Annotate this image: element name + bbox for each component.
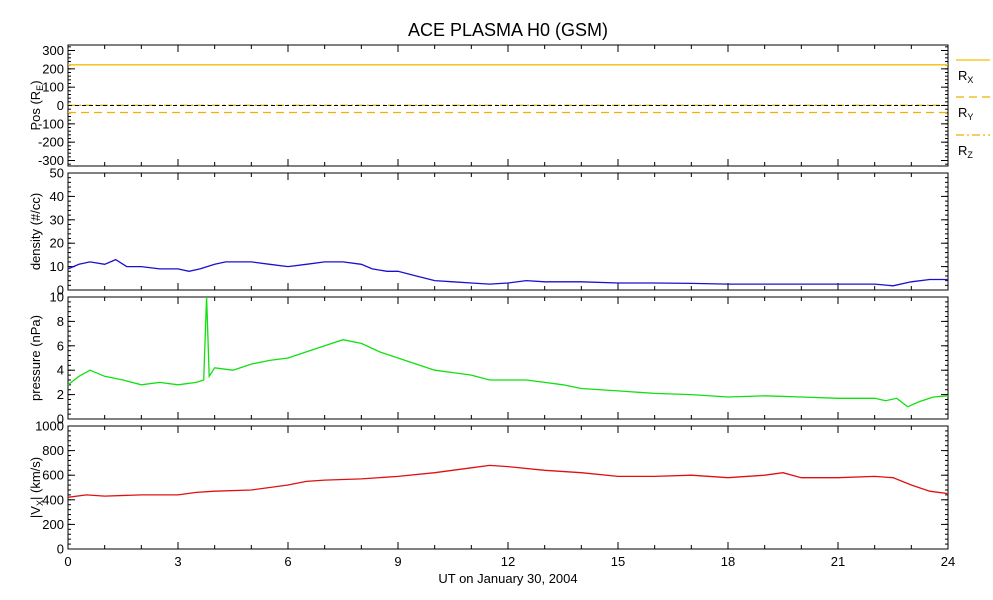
x-tick-label: 18 xyxy=(721,554,735,569)
panel-velocity: 0 200 400 600 800 1000 |VX| (km/s) 0 3 6 9 12 15 18 21… xyxy=(28,419,955,570)
legend-label: RZ xyxy=(958,143,973,160)
legend-label: RY xyxy=(958,105,973,122)
y-axis-label-density: density (#/cc) xyxy=(28,193,43,270)
y-tick-label: 0 xyxy=(57,98,64,113)
y-tick-label: 30 xyxy=(50,212,64,227)
x-axis-title: UT on January 30, 2004 xyxy=(438,571,577,586)
panel-density: 0 10 20 30 40 50 density (#/cc) xyxy=(28,166,949,298)
panel-position: 300 200 100 0 -100 -200 -300 Pos (RE) xyxy=(28,43,949,168)
position-legend: RX RY RZ xyxy=(956,59,990,160)
y-tick-label: 8 xyxy=(57,314,64,329)
chart-title: ACE PLASMA H0 (GSM) xyxy=(408,20,608,40)
legend-label: RX xyxy=(958,68,973,85)
y-tick-label: 40 xyxy=(50,189,64,204)
y-tick-label: 2 xyxy=(57,387,64,402)
y-tick-label: 1000 xyxy=(35,419,64,434)
y-tick-label: 10 xyxy=(50,259,64,274)
series-line-velocity xyxy=(67,464,949,498)
y-tick-label: 6 xyxy=(57,338,64,353)
y-tick-label: 50 xyxy=(50,166,64,181)
legend-item-y: RY xyxy=(956,96,990,122)
series-line-pressure xyxy=(67,296,949,408)
y-tick-label: -300 xyxy=(38,153,64,168)
y-tick-label: 200 xyxy=(42,517,64,532)
x-tick-label: 6 xyxy=(284,554,291,569)
x-tick-label: 15 xyxy=(611,554,625,569)
y-tick-label: 400 xyxy=(42,492,64,507)
series-line-density xyxy=(67,258,948,287)
y-tick-label: 800 xyxy=(42,443,64,458)
x-tick-label: 12 xyxy=(501,554,515,569)
y-tick-label: 10 xyxy=(50,290,64,305)
y-tick-label: -200 xyxy=(38,135,64,150)
x-tick-label: 3 xyxy=(174,554,181,569)
y-axis-label-pressure: pressure (nPa) xyxy=(28,315,43,401)
legend-item-z: RZ xyxy=(956,134,990,160)
y-axis-label-position: Pos (RE) xyxy=(28,80,45,130)
y-tick-label: 200 xyxy=(42,61,64,76)
y-tick-label: 20 xyxy=(50,236,64,251)
y-tick-label: 0 xyxy=(57,542,64,557)
x-axis-title-group: UT on January 30, 2004 xyxy=(438,571,577,586)
y-axis-label-velocity: |VX| (km/s) xyxy=(28,457,45,518)
legend-item-x: RX xyxy=(956,59,990,85)
y-tick-label: 600 xyxy=(42,468,64,483)
y-tick-label: 0 xyxy=(57,412,64,427)
x-tick-label: 21 xyxy=(831,554,845,569)
x-tick-label: 9 xyxy=(394,554,401,569)
y-tick-label: -100 xyxy=(38,116,64,131)
y-tick-label: 100 xyxy=(42,80,64,95)
x-tick-label: 0 xyxy=(64,554,71,569)
y-tick-label: 300 xyxy=(42,43,64,58)
y-tick-label: 4 xyxy=(57,363,64,378)
y-tick-label: 0 xyxy=(57,283,64,298)
panel-pressure: 0 2 4 6 8 10 pressure (nPa) xyxy=(28,290,949,427)
x-tick-label: 24 xyxy=(941,554,955,569)
